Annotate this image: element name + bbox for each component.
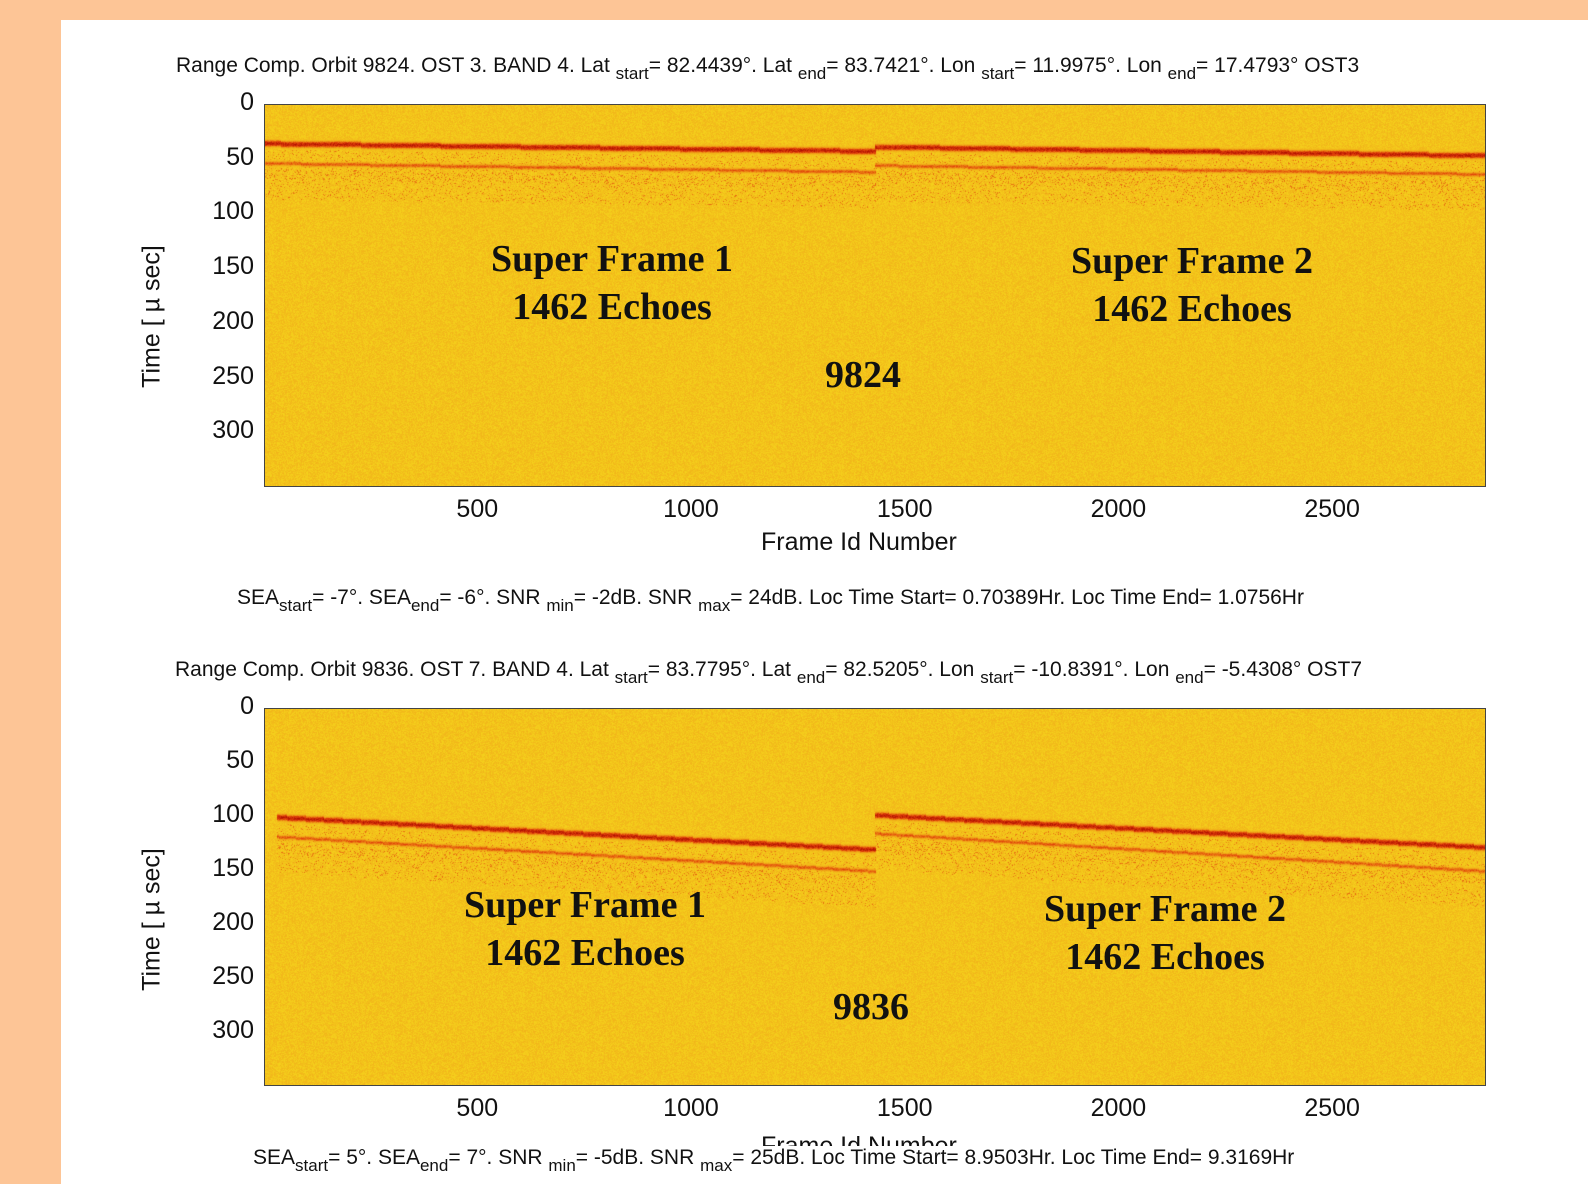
chart1-x-axis-label: Frame Id Number — [761, 528, 957, 556]
chart1-y-axis-label: Time [ µ sec] — [137, 245, 166, 388]
y-tick-label: 250 — [212, 962, 254, 990]
chart1-frame2-title: Super Frame 2 — [1070, 240, 1314, 282]
chart2-radargram — [265, 709, 1485, 1085]
y-tick-label: 250 — [212, 361, 254, 390]
chart1-frame1-label: Super Frame 1 1462 Echoes — [477, 235, 747, 331]
y-tick-label: 300 — [212, 416, 254, 445]
chart1-frame2-count: 1462 Echoes — [1092, 288, 1292, 330]
figure-panel: Range Comp. Orbit 9824. OST 3. BAND 4. L… — [61, 20, 1588, 1184]
chart2-frame2-title: Super Frame 2 — [1043, 888, 1287, 930]
chart1-radargram — [265, 105, 1485, 486]
y-tick-label: 50 — [226, 746, 254, 774]
x-tick-label: 500 — [456, 1094, 499, 1122]
x-tick-label: 1000 — [663, 1094, 719, 1122]
x-tick-label: 2500 — [1304, 495, 1360, 523]
x-tick-label: 2000 — [1090, 1094, 1147, 1122]
y-tick-label: 50 — [226, 142, 254, 171]
chart1-frame1-count: 1462 Echoes — [512, 286, 712, 328]
chart1-title: Range Comp. Orbit 9824. OST 3. BAND 4. L… — [176, 54, 1360, 83]
x-tick-label: 2000 — [1090, 495, 1147, 523]
y-tick-label: 300 — [212, 1016, 254, 1044]
x-tick-label: 500 — [456, 495, 499, 523]
y-tick-label: 100 — [212, 197, 254, 226]
chart2-orbit-label: 9836 — [833, 986, 909, 1028]
x-tick-label: 1500 — [876, 1094, 933, 1122]
chart1-frame2-label: Super Frame 2 1462 Echoes — [1057, 237, 1327, 333]
chart1-footer: SEAstart= -7°. SEAend= -6°. SNR min= -2d… — [237, 586, 1304, 615]
x-tick-label: 1500 — [876, 495, 933, 523]
chart2-y-axis-label: Time [ µ sec] — [137, 848, 166, 991]
y-tick-label: 150 — [212, 854, 254, 882]
chart2-frame1-count: 1462 Echoes — [485, 932, 685, 974]
chart2-frame2-count: 1462 Echoes — [1065, 936, 1265, 978]
y-tick-label: 200 — [212, 306, 254, 335]
chart2-frame2-label: Super Frame 2 1462 Echoes — [1030, 885, 1300, 981]
chart1-plot-area: Super Frame 1 1462 Echoes Super Frame 2 … — [264, 104, 1486, 487]
chart1-orbit-label: 9824 — [825, 354, 901, 396]
x-tick-label: 1000 — [663, 495, 719, 523]
y-tick-label: 100 — [212, 800, 254, 828]
y-tick-label: 0 — [240, 88, 254, 116]
chart2-frame1-title: Super Frame 1 — [463, 884, 707, 926]
chart1-frame1-title: Super Frame 1 — [490, 238, 734, 280]
chart2-plot-area: Super Frame 1 1462 Echoes Super Frame 2 … — [264, 708, 1486, 1086]
x-tick-label: 2500 — [1304, 1094, 1360, 1122]
y-tick-label: 200 — [212, 908, 254, 936]
chart2-title: Range Comp. Orbit 9836. OST 7. BAND 4. L… — [175, 658, 1362, 687]
y-tick-label: 0 — [240, 692, 254, 720]
y-tick-label: 150 — [212, 252, 254, 281]
chart2-frame1-label: Super Frame 1 1462 Echoes — [450, 881, 720, 977]
chart2-footer: SEAstart= 5°. SEAend= 7°. SNR min= -5dB.… — [253, 1146, 1299, 1174]
